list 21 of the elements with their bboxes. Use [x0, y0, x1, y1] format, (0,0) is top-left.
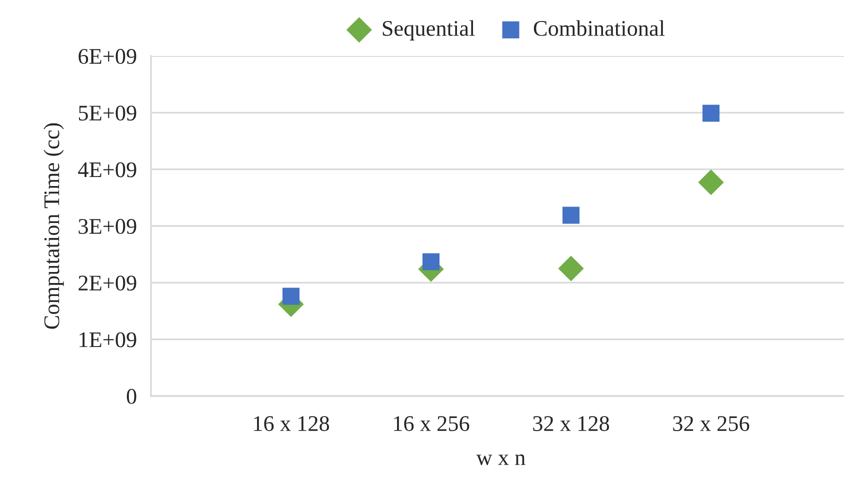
y-axis-title: Computation Time (cc)	[44, 123, 64, 329]
x-tick-label: 16 x 128	[254, 416, 330, 432]
y-tick-label: 3E+09	[78, 218, 136, 234]
y-tick-label: 4E+09	[78, 162, 136, 178]
x-tick-label: 32 x 128	[533, 416, 610, 432]
point	[558, 256, 584, 282]
point	[422, 253, 440, 270]
y-tick-label: 2E+09	[78, 276, 136, 291]
x-tick-label: 16 x 256	[394, 416, 470, 432]
legend-label: Sequential	[382, 20, 475, 40]
x-tick-label: 32 x 256	[673, 416, 750, 432]
point	[562, 206, 580, 224]
y-tick-label: 5E+09	[78, 106, 136, 121]
point	[702, 104, 720, 122]
legend-label: Combinational	[534, 20, 665, 36]
y-tick-label: 1E+09	[80, 332, 136, 348]
point	[282, 288, 300, 305]
x-axis-title: w x n	[476, 454, 526, 466]
y-tick-label: 0	[126, 388, 136, 404]
y-tick-label: 6E+09	[78, 48, 136, 64]
point	[698, 170, 724, 196]
